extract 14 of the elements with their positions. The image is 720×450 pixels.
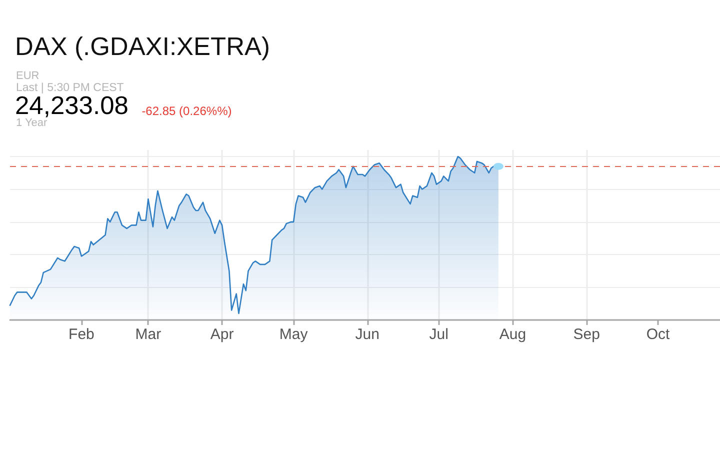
x-tick-label: Sep: [573, 326, 600, 343]
text: 1 Year: [16, 116, 48, 128]
x-tick-label: Oct: [646, 326, 671, 343]
x-tick-label: Mar: [135, 326, 162, 343]
x-tick-label: Apr: [210, 326, 234, 343]
x-tick-label: Jul: [429, 326, 448, 343]
text: Last | 5:30 PM CEST: [16, 82, 124, 94]
text: -62.85 (0.26%%): [142, 104, 232, 118]
x-tick-label: Jun: [355, 326, 380, 343]
x-tick-label: Feb: [68, 326, 94, 343]
chart-title: DAX (.GDAXI:XETRA): [15, 33, 270, 62]
x-tick-label: Aug: [499, 326, 526, 343]
x-tick-label: May: [279, 326, 308, 343]
text: EUR: [16, 70, 40, 82]
